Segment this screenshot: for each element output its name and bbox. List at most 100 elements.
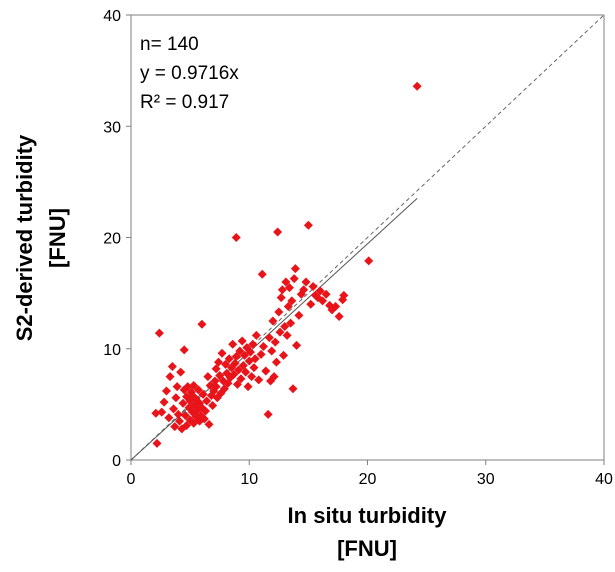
data-point <box>256 349 266 359</box>
data-point <box>165 372 175 382</box>
y-tick-label: 40 <box>103 8 121 25</box>
data-point <box>331 301 341 311</box>
data-point <box>290 264 300 274</box>
data-point <box>264 333 274 343</box>
data-point <box>174 416 184 426</box>
data-point <box>303 220 313 230</box>
data-point <box>282 330 292 340</box>
data-point <box>176 367 186 377</box>
data-point <box>173 409 183 419</box>
data-point <box>254 375 264 385</box>
data-point <box>182 421 192 431</box>
data-point <box>268 316 278 326</box>
data-point <box>274 307 284 317</box>
y-tick-labels: 0 10 20 30 40 <box>103 8 121 470</box>
data-point <box>238 360 248 370</box>
data-point <box>289 274 299 284</box>
data-point <box>219 384 229 394</box>
data-point <box>169 404 179 414</box>
x-tick-label: 40 <box>595 471 613 488</box>
data-point <box>245 347 255 357</box>
data-point <box>221 359 231 369</box>
plot-frame <box>126 14 605 465</box>
data-point <box>241 367 251 377</box>
data-point <box>292 340 302 350</box>
data-point <box>286 318 296 328</box>
data-point <box>183 382 193 392</box>
data-point <box>159 397 169 407</box>
data-point <box>237 336 247 346</box>
data-point <box>200 406 210 416</box>
data-point <box>251 330 261 340</box>
x-axis-unit: [FNU] <box>337 536 397 561</box>
data-point <box>294 310 304 320</box>
y-tick-label: 20 <box>103 231 121 248</box>
data-point <box>288 384 298 394</box>
y-axis-title: S2-derived turbidity <box>12 134 37 341</box>
data-point <box>283 301 293 311</box>
data-point <box>273 227 283 237</box>
data-point <box>240 350 250 360</box>
data-point <box>229 369 239 379</box>
data-point <box>306 299 316 309</box>
x-tick-labels: 0 10 20 30 40 <box>127 471 613 488</box>
data-point <box>315 286 325 296</box>
data-point <box>270 337 280 347</box>
data-point <box>263 409 273 419</box>
x-tick-label: 10 <box>240 471 258 488</box>
data-point <box>157 407 167 417</box>
data-point <box>235 346 245 356</box>
data-point <box>172 382 182 392</box>
data-point <box>258 342 268 352</box>
data-point <box>267 346 277 356</box>
data-point <box>250 354 260 364</box>
data-point <box>161 386 171 396</box>
data-point <box>231 352 241 362</box>
n-annotation: n= 140 <box>140 34 199 55</box>
data-point <box>231 233 241 242</box>
data-point <box>228 339 238 349</box>
data-point <box>152 438 162 448</box>
data-point <box>284 283 294 293</box>
data-point <box>247 372 257 382</box>
data-point <box>202 396 212 406</box>
data-point <box>178 398 188 408</box>
data-point <box>321 289 331 299</box>
data-point <box>276 293 286 303</box>
data-point <box>211 364 221 374</box>
data-point <box>334 311 344 321</box>
x-tick-label: 20 <box>359 471 377 488</box>
data-point <box>179 345 189 355</box>
y-tick-label: 0 <box>112 453 121 470</box>
data-point <box>279 350 289 360</box>
data-points <box>151 81 422 448</box>
data-point <box>197 319 207 329</box>
regression-fit-line <box>130 198 418 461</box>
data-point <box>277 285 287 295</box>
x-tick-label: 30 <box>477 471 495 488</box>
data-point <box>198 389 208 399</box>
data-point <box>205 380 215 390</box>
y-tick-label: 30 <box>103 119 121 136</box>
data-point <box>193 385 203 395</box>
data-point <box>170 422 180 432</box>
data-point <box>364 256 374 266</box>
data-point <box>214 357 224 367</box>
data-point <box>154 328 164 338</box>
y-axis-unit: [FNU] <box>45 208 70 268</box>
data-point <box>180 411 190 420</box>
data-point <box>217 348 227 358</box>
data-point <box>339 290 349 300</box>
data-point <box>301 277 311 287</box>
data-point <box>318 296 328 306</box>
data-point <box>215 370 225 380</box>
x-tick-label: 0 <box>127 471 136 488</box>
equation-annotation: y = 0.9716x <box>140 63 239 84</box>
data-point <box>271 357 281 367</box>
data-point <box>199 414 209 424</box>
data-point <box>204 419 214 429</box>
data-point <box>151 408 161 418</box>
y-tick-label: 10 <box>103 342 121 359</box>
data-point <box>171 393 181 403</box>
